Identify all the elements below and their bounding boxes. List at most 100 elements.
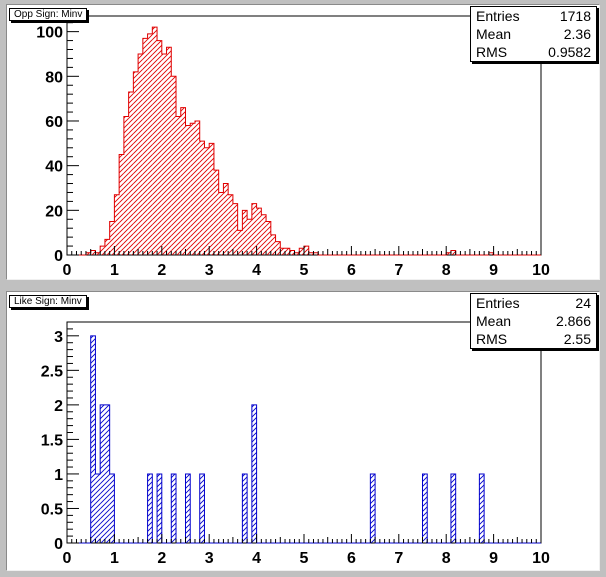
stats-box[interactable]: Entries 1718 Mean 2.36 RMS 0.9582: [470, 6, 597, 62]
histogram-bar: [109, 473, 115, 543]
histogram-bar: [180, 107, 186, 255]
histogram-bar: [157, 40, 162, 255]
stats-label: Entries: [476, 295, 520, 311]
x-tick-label: 6: [347, 262, 356, 279]
y-tick-label: 1: [54, 467, 63, 484]
x-tick-label: 8: [442, 550, 451, 567]
stats-row-mean: Mean 2.36: [471, 25, 596, 43]
histogram-bar: [176, 116, 181, 256]
histogram-bins: [90, 335, 485, 543]
histogram-bar: [157, 473, 162, 543]
x-tick-label: 7: [394, 550, 403, 567]
x-tick-label: 1: [110, 550, 119, 567]
y-tick-label: 1.5: [41, 432, 63, 449]
x-tick-label: 0: [63, 550, 72, 567]
histogram-bar: [119, 154, 124, 255]
histogram-bar: [285, 248, 290, 255]
x-tick-label: 5: [300, 550, 309, 567]
histogram-title[interactable]: Like Sign: Minv: [9, 295, 87, 308]
x-tick-label: 7: [394, 262, 403, 279]
stats-box[interactable]: Entries 24 Mean 2.866 RMS 2.55: [470, 293, 597, 349]
stats-value: 24: [575, 295, 591, 311]
histogram-bar: [204, 147, 210, 255]
stats-value: 2.866: [555, 313, 591, 329]
histogram-bar: [209, 143, 214, 255]
stats-row-rms: RMS 0.9582: [471, 43, 596, 61]
x-tick-label: 10: [532, 262, 550, 279]
histogram-bar: [370, 473, 376, 543]
y-tick-label: 40: [45, 159, 63, 176]
histogram-bar: [213, 170, 219, 255]
y-tick-label: 0: [54, 536, 63, 553]
x-tick-label: 9: [489, 262, 498, 279]
plot-frame: [66, 321, 542, 544]
x-tick-label: 5: [300, 262, 309, 279]
y-tick-label: 100: [36, 25, 63, 42]
stats-label: RMS: [476, 44, 508, 60]
histogram-bar: [190, 123, 195, 255]
histogram-bins: [85, 27, 494, 256]
histogram-bar: [104, 239, 110, 255]
histogram-bar: [100, 404, 105, 543]
histogram-bar: [228, 194, 233, 255]
y-tick-label: 80: [45, 69, 63, 86]
histogram-bar: [247, 219, 252, 255]
histogram-bar: [142, 38, 148, 255]
histogram-bar: [161, 53, 167, 256]
histogram-bar: [450, 250, 456, 255]
y-tick-label: 2.5: [41, 363, 63, 380]
histogram-bar: [90, 250, 96, 255]
histogram-bar: [313, 252, 319, 255]
stats-row-entries: Entries 1718: [471, 7, 596, 25]
histogram-bar: [275, 241, 281, 255]
histogram-bar: [488, 252, 494, 255]
histogram-bar: [218, 192, 224, 255]
histogram-bar: [171, 76, 177, 255]
x-axis: 0 1 2 3 4 5 6 7 8 9 10: [63, 534, 550, 567]
x-tick-label: 9: [489, 550, 498, 567]
x-tick-label: 0: [63, 262, 72, 279]
y-tick-label: 20: [45, 203, 63, 220]
histogram-bar: [199, 141, 205, 255]
stats-value: 2.55: [563, 331, 591, 347]
histogram-bar: [109, 221, 115, 255]
x-tick-label: 2: [157, 550, 166, 567]
histogram-bar: [289, 250, 295, 255]
stats-label: Mean: [476, 313, 512, 329]
histogram-bar: [251, 404, 257, 543]
histogram-bar: [133, 71, 139, 255]
histogram-outline: [67, 335, 541, 544]
histogram-title[interactable]: Opp Sign: Minv: [9, 8, 88, 21]
stats-row-entries: Entries 24: [471, 294, 596, 312]
histogram-bar: [299, 248, 304, 255]
x-tick-label: 8: [442, 262, 451, 279]
histogram-bar: [90, 335, 96, 543]
x-tick-label: 3: [205, 262, 214, 279]
stats-label: Mean: [476, 26, 512, 42]
stats-label: RMS: [476, 331, 508, 347]
y-tick-label: 2: [54, 398, 63, 415]
histogram-bar: [95, 473, 101, 543]
histogram-bar: [128, 91, 134, 255]
histogram-bar: [100, 246, 105, 255]
x-tick-label: 2: [157, 262, 166, 279]
histogram-bar: [266, 221, 271, 255]
pad-like-sign[interactable]: 0 1 2 3 4 5 6 7 8 9 10 0 0.5 1 1.5 2 2.5 3 Like Sign: Min…: [6, 291, 600, 571]
stats-label: Entries: [476, 8, 520, 24]
histogram-bar: [308, 252, 314, 255]
y-tick-label: 0.5: [41, 501, 63, 518]
y-axis: 0 20 40 60 80 100: [36, 22, 79, 265]
histogram-bar: [251, 203, 257, 255]
histogram-bar: [479, 473, 485, 543]
y-tick-label: 3: [54, 329, 63, 346]
histogram-bar: [114, 194, 120, 255]
histogram-bar: [138, 53, 143, 256]
histogram-bar: [280, 248, 286, 255]
pad-opp-sign[interactable]: 0 1 2 3 4 5 6 7 8 9 10 0 20 40 60 80 100 Opp Sign: Minv …: [6, 4, 600, 280]
histogram-bar: [304, 246, 309, 255]
histogram-bar: [85, 252, 91, 255]
histogram-bar: [242, 473, 248, 543]
histogram-bar: [237, 230, 243, 255]
histogram-bar: [422, 473, 428, 543]
